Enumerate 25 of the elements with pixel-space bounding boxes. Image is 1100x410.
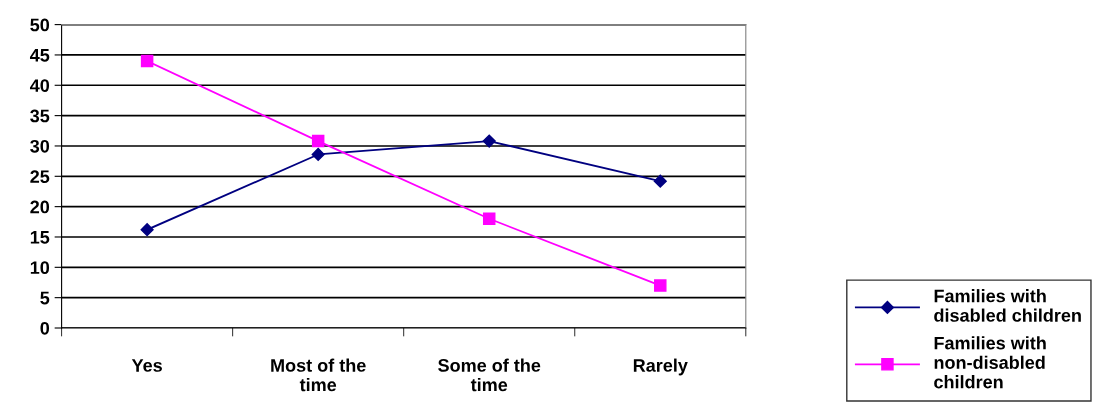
y-tick-label: 25 [30,170,50,184]
point [140,223,154,237]
legend-label: Families with disabled children [934,289,1081,322]
point [140,54,154,68]
point [482,134,496,148]
y-tick-label: 15 [30,231,50,244]
point [653,174,667,188]
y-tick-label: 35 [30,109,50,123]
x-tick-label: Most of the time [271,358,366,392]
point [654,279,667,292]
y-tick-label: 20 [30,200,50,214]
legend-label: Families with non-disabled children [934,336,1046,389]
y-tick-label: 30 [30,139,50,153]
x-tick-label: Yes [131,359,162,372]
y-tick-label: 5 [40,291,50,305]
y-tick-label: 10 [30,261,50,275]
point [311,134,325,148]
point [311,147,325,162]
y-tick-label: 50 [30,18,50,32]
y-tick-label: 0 [40,321,50,335]
x-tick-label: Rarely [633,358,688,376]
y-tick-label: 45 [29,49,50,62]
point [482,212,496,226]
x-tick-label: Some of the time [438,358,541,392]
y-tick-label: 40 [29,79,50,92]
